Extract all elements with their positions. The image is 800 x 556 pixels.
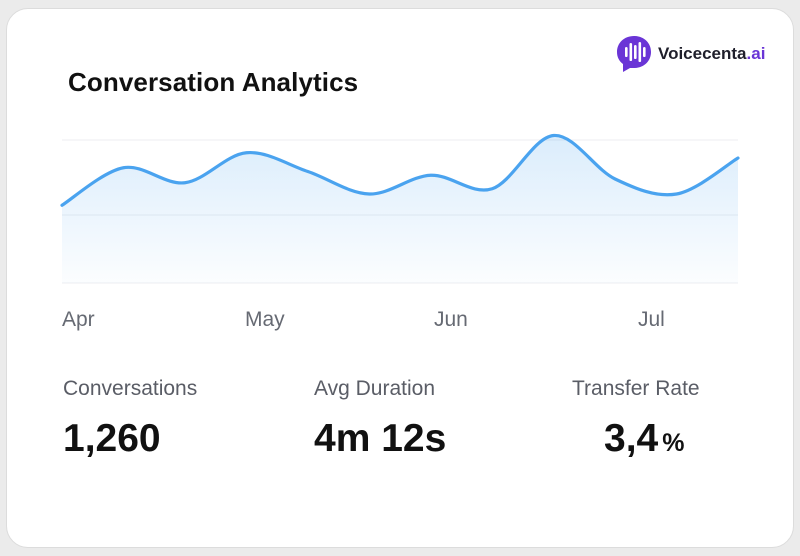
soundwave-bubble-icon: [617, 36, 651, 72]
stat-label: Conversations: [63, 377, 198, 400]
stat-avg-duration: Avg Duration 4m 12s: [314, 377, 446, 461]
stat-transfer-rate: Transfer Rate 3,4%: [572, 377, 700, 461]
brand-tld: .ai: [746, 44, 766, 63]
stat-conversations: Conversations 1,260: [63, 377, 197, 461]
stat-label: Avg Duration: [314, 377, 436, 400]
stat-label: Transfer Rate: [572, 377, 700, 400]
stat-value: 4m 12s: [314, 417, 447, 460]
brand-name: Voicecenta.ai: [658, 44, 766, 63]
analytics-card: Conversation Analytics Voicecenta.ai Con…: [6, 8, 794, 548]
card-title: Conversation Analytics: [68, 67, 359, 97]
stat-value: 3,4%: [604, 417, 685, 460]
stat-unit: %: [662, 429, 685, 457]
brand-logo: Voicecenta.ai: [616, 35, 765, 73]
stat-value: 1,260: [63, 417, 161, 460]
